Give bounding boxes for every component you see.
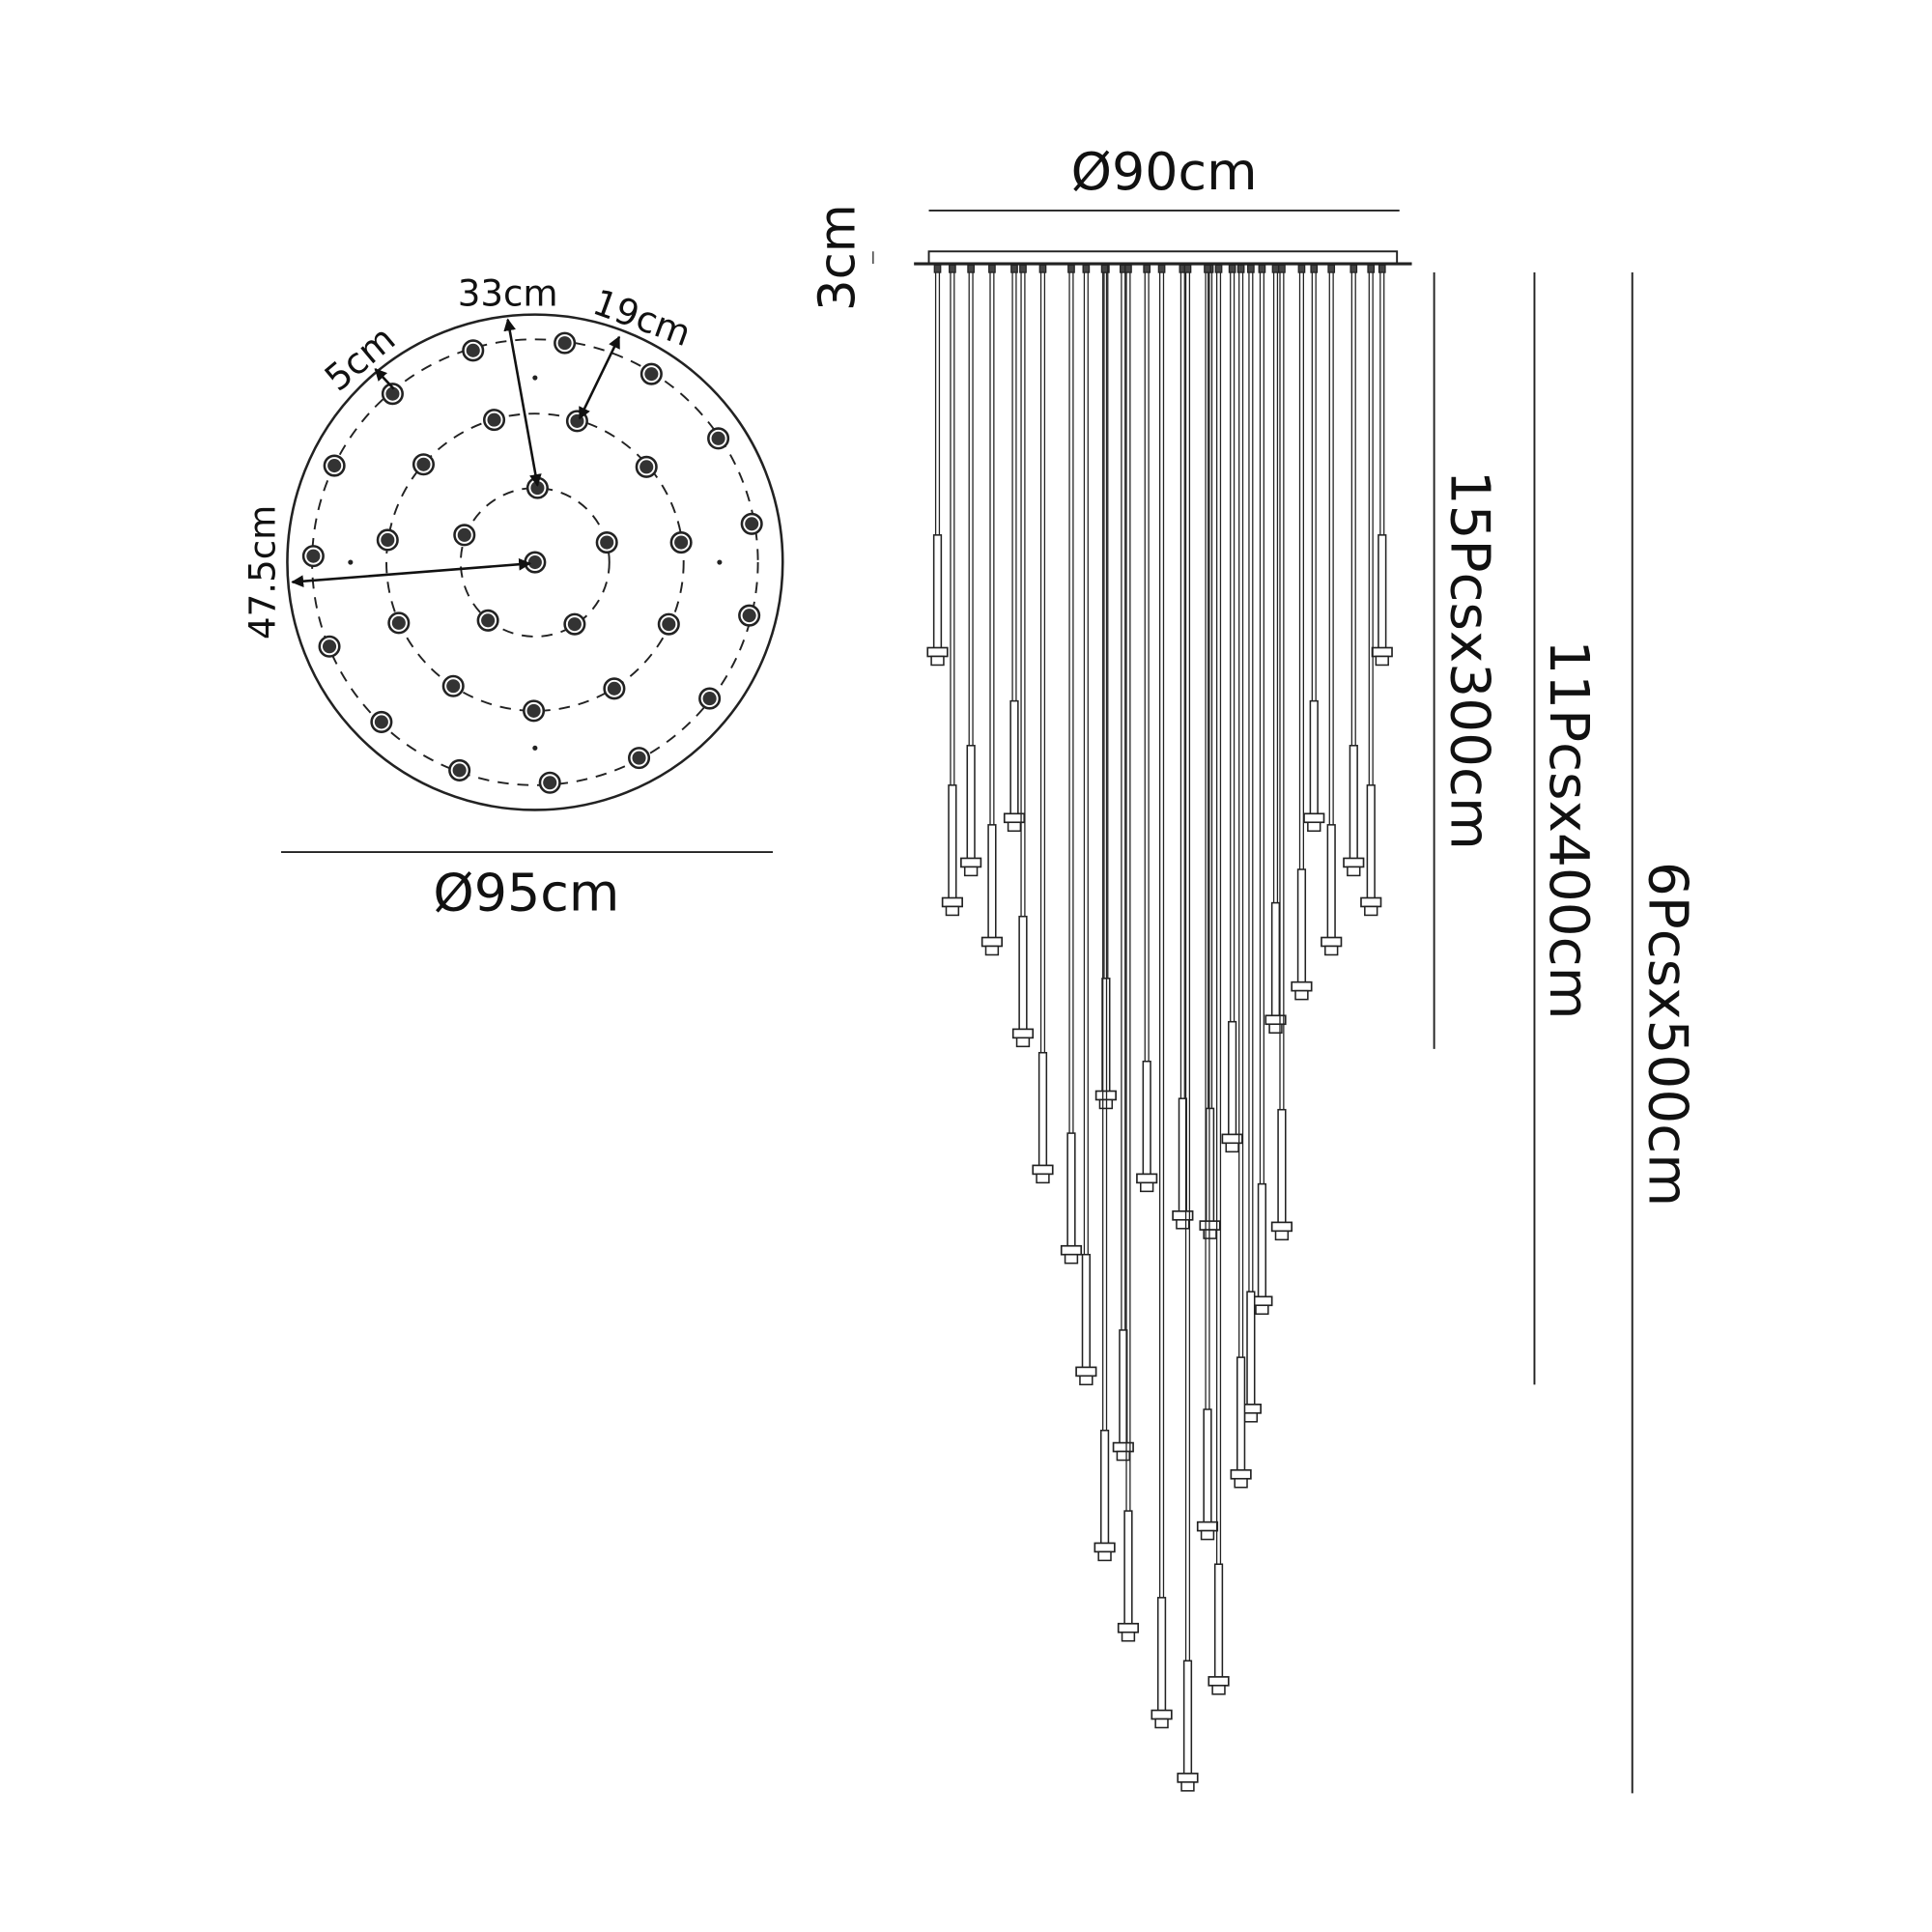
pendant-drop	[1060, 264, 1083, 1264]
label-19cm: 19cm	[587, 280, 696, 355]
pendant-position	[483, 409, 506, 432]
pendant-drop	[1151, 264, 1173, 1729]
pendant-drops	[926, 264, 1393, 1792]
pendant-position	[301, 545, 325, 568]
pendant-position	[639, 362, 663, 385]
pendant-drop	[1291, 264, 1313, 1001]
pendant-drop	[1371, 264, 1393, 667]
pendant-position	[462, 339, 485, 362]
pendant-position	[554, 331, 577, 355]
pendant-drop	[941, 264, 963, 917]
canopy-outline	[286, 313, 784, 811]
pendant-position	[657, 612, 680, 636]
pendant-position	[538, 771, 561, 794]
ring-inner	[459, 487, 611, 638]
pendant-position	[318, 635, 341, 658]
pendant-position	[740, 512, 763, 535]
label-47-5cm: 47.5cm	[242, 505, 284, 639]
pendant-drop	[1239, 264, 1262, 1423]
label-90cm: Ø90cm	[1071, 141, 1258, 202]
pendant-position	[387, 611, 411, 635]
pendant-drop	[960, 264, 982, 877]
pendant-position	[448, 758, 471, 781]
pendant-position	[412, 453, 436, 476]
pendant-position	[603, 677, 626, 700]
pendant-drop	[1303, 264, 1325, 833]
pendant-drop	[1075, 264, 1097, 1386]
pendant-position	[738, 604, 761, 627]
pendant-drop	[1117, 264, 1140, 1642]
pendant-drop	[1343, 264, 1365, 877]
pendant-drop	[1230, 264, 1252, 1489]
pendant-position	[563, 612, 586, 636]
pendant-drop	[1321, 264, 1343, 956]
pendant-position	[323, 454, 346, 477]
pendant-drop	[1360, 264, 1382, 917]
pendant-drop	[1011, 264, 1035, 1048]
pendant-position	[476, 609, 499, 632]
pendant-position	[523, 699, 546, 723]
pendant-drop	[1264, 264, 1287, 1034]
pendant-drop	[1251, 264, 1273, 1316]
pendant-position	[381, 383, 404, 406]
pendant-position	[453, 524, 476, 547]
pendant-drop	[1177, 264, 1199, 1792]
pendant-position	[595, 531, 618, 554]
pendant-drop	[1136, 264, 1158, 1193]
pendant-position	[707, 427, 730, 450]
pendant-drop	[1221, 264, 1243, 1153]
label-15pcs-300cm: 15Pcsx300cm	[1438, 470, 1501, 850]
pendant-drop	[1196, 264, 1219, 1541]
pendant-drop	[980, 264, 1004, 956]
pendant-position	[524, 551, 547, 574]
pendant-drop	[1208, 264, 1230, 1695]
dimension-arrow-33cm	[503, 318, 542, 487]
pendant-position	[565, 410, 588, 433]
pendant-drop	[1094, 264, 1116, 1562]
dimension-arrow-19cm	[578, 335, 621, 420]
pendant-position	[370, 710, 393, 733]
label-6pcs-500cm: 6Pcsx500cm	[1636, 862, 1699, 1207]
pendant-position	[441, 674, 465, 697]
pendant-position	[698, 687, 722, 710]
pendant-positions	[301, 331, 763, 794]
label-11pcs-400cm: 11Pcsx400cm	[1537, 639, 1600, 1019]
top-view	[281, 313, 784, 854]
pendant-drop	[1270, 264, 1293, 1241]
pendant-drop	[1032, 264, 1054, 1184]
pendant-position	[669, 531, 693, 554]
label-3cm: 3cm	[810, 204, 867, 311]
canopy	[927, 250, 1399, 266]
pendant-position	[635, 455, 658, 478]
dimension-arrow-radius	[291, 557, 531, 588]
pendant-drop	[926, 264, 949, 667]
label-95cm: Ø95cm	[433, 862, 619, 923]
label-33cm: 33cm	[458, 272, 558, 315]
pendant-position	[376, 528, 399, 552]
dimension-arrow-5cm	[374, 368, 395, 390]
pendant-position	[628, 747, 651, 770]
